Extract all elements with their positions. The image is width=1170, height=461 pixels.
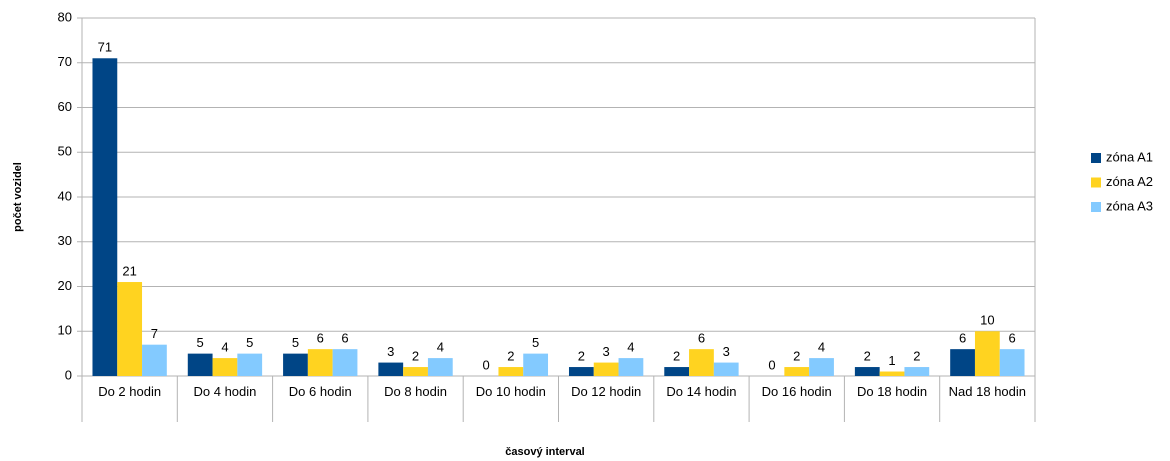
x-tick-label: Do 2 hodin: [98, 384, 162, 399]
x-tick-label-box: Do 14 hodin: [666, 384, 737, 399]
y-tick-label: 0: [65, 367, 72, 382]
y-tick-label: 70: [58, 54, 72, 69]
data-label: 2: [507, 348, 514, 363]
data-label: 0: [768, 357, 775, 372]
x-axis-title: časový interval: [505, 446, 585, 458]
y-axis-title: počet vozidel: [12, 162, 24, 232]
x-tick-label: Do 18 hodin: [856, 384, 928, 399]
y-tick-label: 50: [58, 144, 72, 159]
bar: [974, 331, 1000, 376]
data-label: 2: [673, 348, 680, 363]
y-tick-label: 60: [58, 99, 72, 114]
bar: [378, 362, 404, 376]
data-label: 3: [603, 344, 610, 359]
bar: [427, 358, 453, 376]
data-label: 10: [980, 313, 994, 328]
y-tick-label: 80: [58, 9, 72, 24]
data-label: 0: [482, 357, 489, 372]
y-tick-label: 40: [58, 188, 72, 203]
x-tick-label: Do 14 hodin: [666, 384, 737, 399]
legend-label: zóna A2: [1106, 174, 1153, 189]
data-label: 4: [627, 340, 634, 355]
data-label: 7: [151, 326, 158, 341]
legend-swatch: [1091, 202, 1101, 212]
bar: [403, 367, 428, 376]
bar: [593, 362, 619, 376]
x-tick-label-box: Do 2 hodin: [98, 384, 162, 399]
bar: [950, 349, 975, 376]
bar: [713, 362, 739, 376]
data-label: 6: [1009, 331, 1016, 346]
x-tick-label: Nad 18 hodin: [948, 384, 1026, 399]
bar: [523, 353, 549, 376]
data-label: 6: [959, 331, 966, 346]
bar: [809, 358, 834, 376]
bar: [332, 349, 358, 376]
bar: [117, 282, 143, 376]
bar: [784, 367, 810, 376]
data-label: 3: [387, 344, 394, 359]
x-tick-label-box: Do 4 hodin: [193, 384, 257, 399]
data-label: 2: [793, 348, 800, 363]
data-label: 21: [122, 263, 136, 278]
bar: [212, 358, 238, 376]
bar: [237, 353, 263, 376]
data-label: 6: [341, 331, 348, 346]
data-label: 4: [818, 340, 825, 355]
data-label: 6: [698, 331, 705, 346]
data-label: 2: [864, 348, 871, 363]
bar: [904, 367, 930, 376]
y-tick-label: 30: [58, 233, 72, 248]
bar: [664, 367, 690, 376]
x-tick-label: Do 12 hodin: [571, 384, 642, 399]
x-tick-label-box: Do 12 hodin: [571, 384, 642, 399]
bar: [92, 58, 118, 377]
bar: [142, 344, 167, 376]
data-label: 6: [317, 331, 324, 346]
data-label: 5: [197, 335, 204, 350]
x-tick-label-box: Do 10 hodin: [475, 384, 546, 399]
data-label: 4: [221, 340, 228, 355]
bar: [879, 371, 905, 376]
x-tick-label-box: Nad 18 hodin: [948, 384, 1026, 399]
bar: [568, 367, 594, 376]
x-tick-label-box: Do 6 hodin: [288, 384, 352, 399]
data-label: 1: [888, 353, 895, 368]
x-tick-label-box: Do 18 hodin: [856, 384, 928, 399]
data-label: 3: [723, 344, 730, 359]
legend-label: zóna A1: [1106, 149, 1153, 164]
data-label: 2: [913, 348, 920, 363]
data-label: 5: [532, 335, 539, 350]
x-tick-label-box: Do 8 hodin: [384, 384, 447, 399]
legend-label: zóna A3: [1106, 198, 1153, 213]
legend-swatch: [1091, 153, 1101, 163]
data-label: 5: [246, 335, 253, 350]
bar: [999, 349, 1025, 376]
data-label: 4: [437, 340, 444, 355]
data-label: 2: [578, 348, 585, 363]
data-label: 5: [292, 335, 299, 350]
bar: [689, 349, 714, 376]
x-tick-label: Do 10 hodin: [475, 384, 546, 399]
x-tick-label: Do 6 hodin: [288, 384, 352, 399]
legend-swatch: [1091, 177, 1101, 188]
bar: [283, 353, 308, 376]
x-tick-label: Do 16 hodin: [761, 384, 832, 399]
y-tick-label: 20: [58, 278, 72, 293]
data-label: 71: [98, 40, 112, 55]
bar: [854, 367, 880, 376]
y-tick-label: 10: [58, 323, 72, 338]
x-tick-label: Do 8 hodin: [384, 384, 447, 399]
bar: [498, 367, 524, 376]
bar: [307, 349, 333, 376]
data-label: 2: [412, 348, 419, 363]
x-tick-label-box: Do 16 hodin: [761, 384, 832, 399]
bar: [618, 358, 644, 376]
bar: [187, 353, 213, 376]
x-tick-label: Do 4 hodin: [193, 384, 257, 399]
